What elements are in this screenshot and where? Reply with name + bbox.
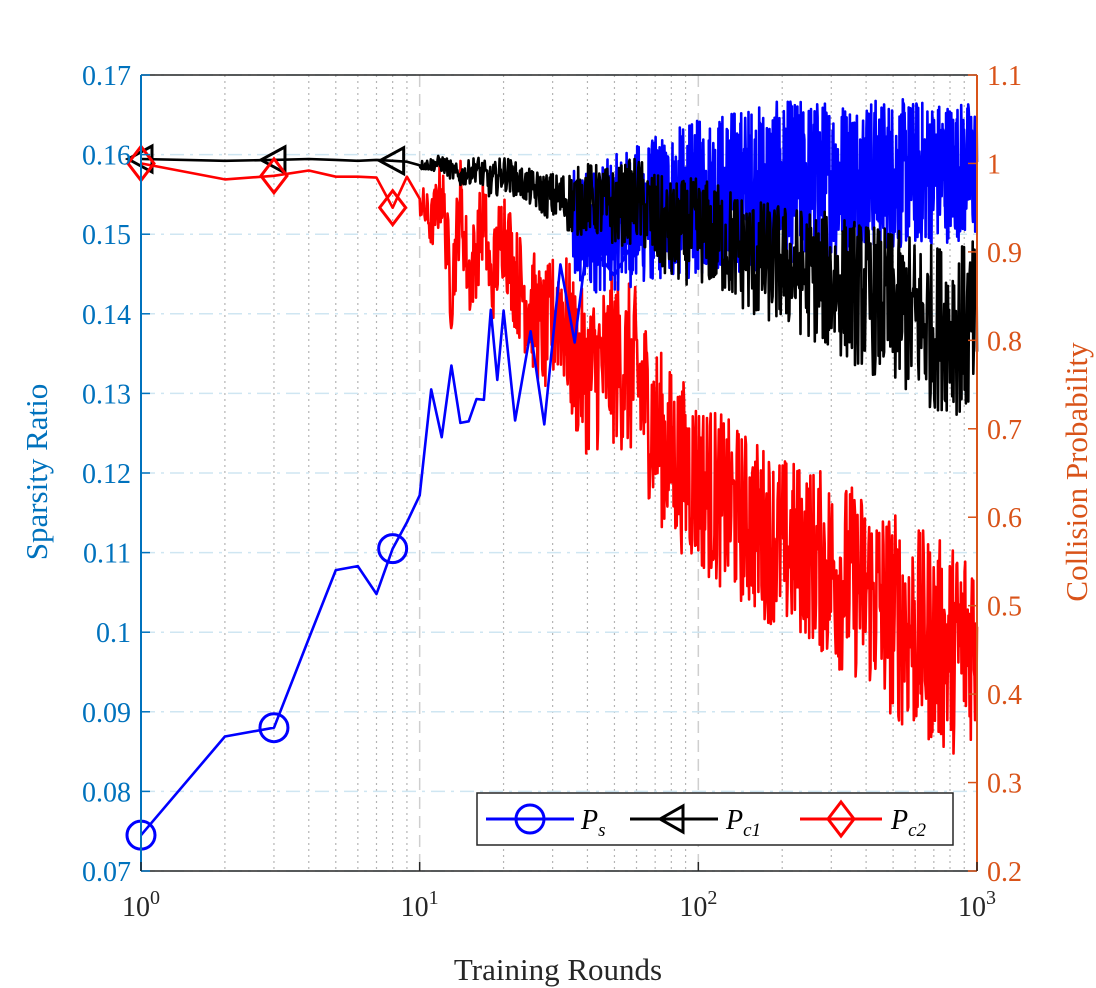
y-tick-label-right: 0.3 bbox=[987, 769, 1022, 800]
tick-labels: 0.07 0.08 0.09 0.1 0.11 0.12 0.13 0.14 0.15 0.16 0… bbox=[82, 61, 1022, 923]
y-tick-label-right: 0.8 bbox=[987, 326, 1022, 357]
y-tick-label-right: 0.5 bbox=[987, 592, 1022, 623]
legend-label-pc1: Pc1 bbox=[725, 805, 761, 841]
y-tick-label-right: 1 bbox=[987, 149, 1001, 180]
y-tick-label-left: 0.14 bbox=[82, 300, 131, 331]
y-tick-label-left: 0.08 bbox=[82, 777, 131, 808]
y-tick-label-left: 0.11 bbox=[83, 539, 131, 570]
marker-pc2 bbox=[377, 188, 408, 228]
y-tick-label-left: 0.12 bbox=[82, 459, 131, 490]
x-tick-label: 101 bbox=[401, 887, 439, 923]
y-tick-label-right: 1.1 bbox=[987, 61, 1022, 92]
legend: Ps Pc1 Pc2 bbox=[476, 792, 954, 846]
legend-label-ps: Ps bbox=[580, 805, 606, 841]
x-tick-label: 102 bbox=[679, 887, 717, 923]
y-axis-label-left: Sparsity Ratio bbox=[19, 384, 54, 561]
marker-pc1 bbox=[376, 145, 406, 177]
x-tick-label: 100 bbox=[122, 887, 160, 923]
axes bbox=[140, 74, 978, 872]
y-tick-label-left: 0.09 bbox=[82, 698, 131, 729]
y-tick-label-right: 0.6 bbox=[987, 503, 1022, 534]
series-line-pc2 bbox=[140, 159, 979, 755]
y-tick-label-left: 0.17 bbox=[82, 61, 131, 92]
legend-item-pc2: Pc2 bbox=[800, 799, 927, 841]
y-tick-label-right: 0.4 bbox=[987, 680, 1022, 711]
y-tick-label-right: 0.9 bbox=[987, 238, 1022, 269]
marker-pc1 bbox=[257, 144, 287, 176]
legend-label-pc2: Pc2 bbox=[890, 805, 927, 841]
legend-marker-pc2 bbox=[826, 799, 856, 839]
y-tick-label-left: 0.07 bbox=[82, 857, 131, 888]
plot-area bbox=[124, 98, 979, 851]
marker-ps bbox=[258, 712, 290, 744]
y-tick-label-right: 0.7 bbox=[987, 415, 1022, 446]
x-tick-label: 103 bbox=[958, 887, 996, 923]
y-axis-label-right: Collision Probability bbox=[1059, 342, 1094, 602]
y-tick-label-right: 0.2 bbox=[987, 857, 1022, 888]
series-line-pc1 bbox=[140, 154, 979, 416]
legend-item-pc1: Pc1 bbox=[630, 803, 761, 841]
marker-pc2 bbox=[259, 156, 289, 196]
legend-item-ps: Ps bbox=[486, 803, 606, 841]
x-axis-label: Training Rounds bbox=[454, 952, 662, 987]
y-tick-label-left: 0.13 bbox=[82, 379, 131, 410]
legend-marker-pc1 bbox=[656, 803, 685, 835]
y-tick-label-left: 0.1 bbox=[96, 618, 131, 649]
marker-ps bbox=[377, 533, 409, 565]
y-tick-label-left: 0.15 bbox=[82, 220, 131, 251]
y-tick-label-left: 0.16 bbox=[82, 141, 131, 172]
legend-marker-ps bbox=[514, 803, 546, 835]
